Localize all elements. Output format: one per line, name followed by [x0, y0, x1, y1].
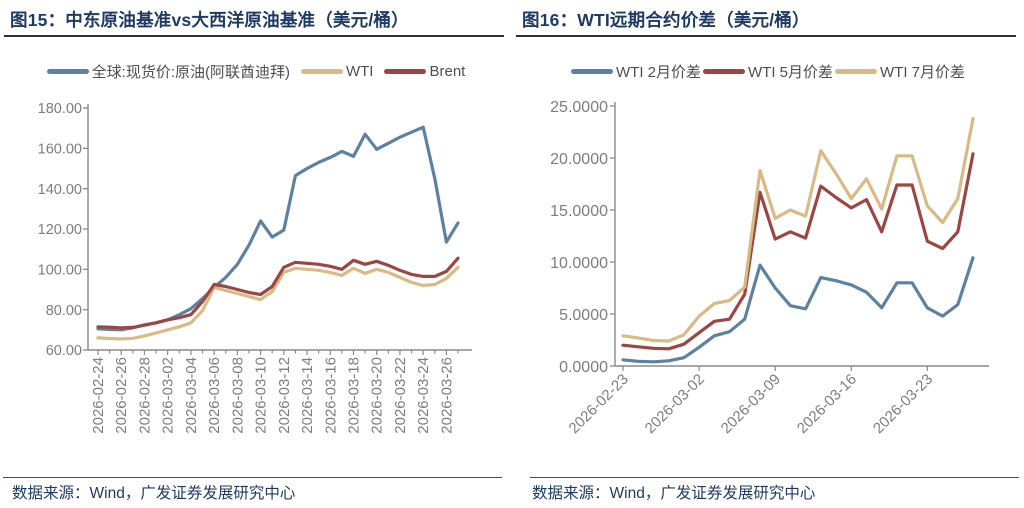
figure-16-legend: WTI 2月价差 WTI 5月价差 WTI 7月价差: [512, 58, 1024, 84]
legend-swatch-wti: [300, 68, 343, 74]
legend-label-wti-7m-spread: WTI 7月价差: [880, 63, 965, 81]
legend-item-wti: WTI: [300, 62, 374, 80]
legend-item-wti-7m-spread: WTI 7月价差: [835, 61, 965, 82]
legend-label-wti-5m-spread: WTI 5月价差: [748, 63, 833, 81]
x-tick-label: 2026-03-20: [369, 357, 386, 434]
y-tick-label: 5.0000: [559, 307, 608, 324]
legend-swatch-wti-7m-spread: [835, 68, 877, 74]
legend-item-wti-2m-spread: WTI 2月价差: [571, 61, 701, 82]
y-tick-label: 25.0000: [550, 99, 608, 116]
legend-swatch-wti-2m-spread: [571, 68, 613, 74]
x-tick-label: 2026-03-04: [183, 357, 200, 434]
x-tick-label: 2026-03-23: [870, 371, 936, 437]
y-tick-label: 160.00: [38, 142, 82, 158]
figure-15-title-rule: [4, 35, 504, 37]
y-tick-label: 80.00: [46, 303, 82, 319]
legend-label-wti-2m-spread: WTI 2月价差: [616, 63, 701, 81]
legend-label-dubai-spot: 全球:现货价:原油(阿联酋迪拜): [91, 63, 290, 81]
figure-15-panel: 图15：中东原油基准vs大西洋原油基准（美元/桶） 全球:现货价:原油(阿联酋迪…: [0, 10, 512, 502]
figure-16-title-rule: [516, 35, 1016, 37]
legend-item-dubai-spot: 全球:现货价:原油(阿联酋迪拜): [46, 61, 290, 82]
y-tick-label: 120.00: [38, 222, 82, 238]
x-tick-label: 2026-02-28: [136, 357, 153, 434]
y-tick-label: 20.0000: [550, 151, 608, 168]
x-tick-label: 2026-03-08: [229, 357, 246, 434]
x-tick-label: 2026-03-24: [415, 357, 432, 434]
figure-16-footer-rule: [530, 477, 1019, 478]
y-tick-label: 180.00: [38, 101, 82, 117]
y-tick-label: 60.00: [46, 343, 82, 359]
line-wti-7m-spread: [621, 116, 975, 343]
figure-15-footer-rule: [3, 477, 502, 478]
y-tick-label: 0.0000: [559, 359, 608, 376]
line-brent: [96, 256, 460, 330]
legend-label-brent: Brent: [429, 62, 466, 80]
line-wti: [96, 265, 460, 341]
figure-16-panel: 图16：WTI远期合约价差（美元/桶） WTI 2月价差 WTI 5月价差 WTI …: [512, 0, 1024, 508]
y-tick-label: 15.0000: [550, 203, 608, 220]
line-wti-2m-spread: [621, 256, 975, 364]
y-tick-label: 140.00: [38, 182, 82, 198]
line-dubai-spot: [96, 125, 460, 332]
x-tick-label: 2026-03-06: [206, 357, 223, 434]
x-tick-label: 2026-03-14: [299, 357, 316, 434]
x-tick-label: 2026-03-09: [718, 371, 784, 437]
figure-16-title: 图16：WTI远期合约价差（美元/桶）: [522, 10, 810, 30]
x-tick-label: 2026-03-12: [276, 357, 293, 434]
x-tick-label: 2026-02-23: [566, 371, 632, 437]
x-tick-label: 2026-03-26: [438, 357, 455, 434]
figure-15-legend: 全球:现货价:原油(阿联酋迪拜) WTI Brent: [0, 58, 512, 84]
x-tick-label: 2026-03-18: [345, 357, 362, 434]
legend-swatch-wti-5m-spread: [703, 68, 745, 74]
figure-15-title: 图15：中东原油基准vs大西洋原油基准（美元/桶）: [10, 10, 409, 30]
x-tick-label: 2026-03-10: [253, 357, 270, 434]
figure-16-line-chart: 0.0000 5.0000 10.0000 15.0000 20.0000 25.0000…: [550, 99, 989, 437]
x-tick-label: 2026-03-02: [642, 371, 708, 437]
figure-16-data-source: 数据来源：Wind，广发证券发展研究中心: [532, 485, 816, 502]
y-tick-label: 10.0000: [550, 255, 608, 272]
x-tick-label: 2026-02-26: [113, 357, 130, 434]
legend-item-brent: Brent: [384, 63, 465, 80]
x-tick-label: 2026-03-22: [392, 357, 409, 434]
x-tick-label: 2026-03-02: [160, 357, 177, 434]
legend-label-wti: WTI: [345, 62, 374, 80]
line-wti-5m-spread: [621, 152, 975, 351]
x-tick-label: 2026-02-24: [90, 357, 107, 434]
figure-15-line-chart: 60.00 80.00 100.00 120.00 140.00 160.00 180.00…: [38, 101, 472, 434]
x-tick-label: 2026-03-16: [322, 357, 339, 434]
y-tick-label: 100.00: [38, 263, 82, 279]
x-tick-label: 2026-03-16: [794, 371, 860, 437]
figure-15-data-source: 数据来源：Wind，广发证券发展研究中心: [12, 485, 296, 502]
legend-swatch-brent: [384, 68, 427, 74]
legend-swatch-dubai-spot: [46, 68, 89, 74]
legend-item-wti-5m-spread: WTI 5月价差: [703, 61, 833, 82]
